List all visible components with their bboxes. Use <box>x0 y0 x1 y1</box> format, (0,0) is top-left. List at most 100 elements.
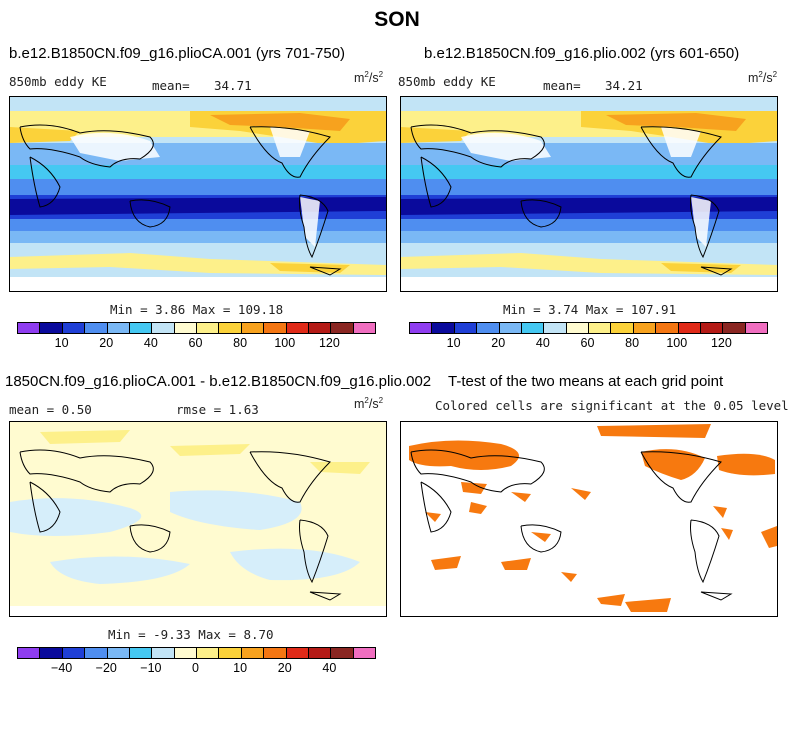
panel3-minmax: Min = -9.33 Max = 8.70 <box>108 627 274 642</box>
panel2-map <box>400 96 778 292</box>
colorbar-tick-label: 20 <box>99 336 114 350</box>
colorbar-tick-label: −40 <box>51 661 73 675</box>
figure-title: SON <box>374 8 420 31</box>
colorbar-swatch <box>152 648 175 658</box>
panel1-variable-label: 850mb eddy KE <box>9 74 107 89</box>
colorbar-swatch <box>241 648 265 658</box>
colorbar-tick-label: −10 <box>140 661 162 675</box>
colorbar-swatch <box>745 323 767 333</box>
panel3-units: m2/s2 <box>354 396 384 412</box>
panel2-mean-label: mean= <box>543 78 581 93</box>
colorbar-swatch <box>40 323 63 333</box>
colorbar-swatch <box>18 323 41 333</box>
panel4-subtitle: Colored cells are significant at the 0.0… <box>435 398 789 413</box>
colorbar-swatch <box>589 323 612 333</box>
colorbar-swatch <box>62 648 86 658</box>
panel2-map-field <box>401 97 777 291</box>
colorbar-swatch <box>264 323 287 333</box>
panel1-mean-label: mean= <box>152 78 190 93</box>
panel2-mean-value: 34.21 <box>605 78 643 93</box>
colorbar-tick-label: 100 <box>274 336 296 350</box>
colorbar-swatch <box>264 648 287 658</box>
colorbar-swatch <box>286 323 309 333</box>
panel1-colorbar <box>17 322 376 334</box>
panel3-map <box>9 421 387 617</box>
colorbar-swatch <box>219 648 242 658</box>
colorbar-swatch <box>353 323 375 333</box>
panel3-colorbar <box>17 647 376 659</box>
colorbar-tick-label: 10 <box>446 336 461 350</box>
panel4-map-field <box>401 422 777 616</box>
colorbar-swatch <box>85 323 108 333</box>
colorbar-swatch <box>331 648 354 658</box>
colorbar-swatch <box>477 323 500 333</box>
colorbar-swatch <box>174 648 197 658</box>
colorbar-swatch <box>633 323 657 333</box>
panel2-minmax: Min = 3.74 Max = 107.91 <box>503 302 677 317</box>
panel4-title: T-test of the two means at each grid poi… <box>448 373 724 390</box>
colorbar-tick-label: 40 <box>535 336 550 350</box>
colorbar-swatch <box>241 323 265 333</box>
panel1-map <box>9 96 387 292</box>
colorbar-tick-label: 100 <box>666 336 688 350</box>
colorbar-swatch <box>499 323 522 333</box>
colorbar-swatch <box>62 323 86 333</box>
colorbar-swatch <box>85 648 108 658</box>
panel3-title: 1850CN.f09_g16.plioCA.001 - b.e12.B1850C… <box>5 373 432 390</box>
colorbar-tick-label: 60 <box>188 336 203 350</box>
panel1-map-field <box>10 97 386 291</box>
colorbar-tick-label: 40 <box>143 336 158 350</box>
panel4-map <box>400 421 778 617</box>
colorbar-tick-label: 120 <box>318 336 340 350</box>
colorbar-swatch <box>566 323 589 333</box>
colorbar-swatch <box>723 323 746 333</box>
colorbar-swatch <box>308 323 332 333</box>
panel3-rmse: rmse = 1.63 <box>176 402 259 417</box>
panel1-title: b.e12.B1850CN.f09_g16.plioCA.001 (yrs 70… <box>9 45 346 62</box>
colorbar-swatch <box>454 323 478 333</box>
colorbar-swatch <box>152 323 175 333</box>
colorbar-swatch <box>129 648 153 658</box>
colorbar-tick-label: −20 <box>95 661 117 675</box>
colorbar-swatch <box>219 323 242 333</box>
panel3-mean: mean = 0.50 <box>9 402 92 417</box>
colorbar-tick-label: 80 <box>625 336 640 350</box>
colorbar-swatch <box>308 648 332 658</box>
colorbar-swatch <box>656 323 679 333</box>
colorbar-swatch <box>521 323 545 333</box>
colorbar-tick-label: 120 <box>710 336 732 350</box>
colorbar-tick-label: 60 <box>580 336 595 350</box>
colorbar-tick-label: 10 <box>54 336 69 350</box>
colorbar-swatch <box>700 323 724 333</box>
colorbar-swatch <box>197 648 220 658</box>
colorbar-swatch <box>18 648 41 658</box>
colorbar-swatch <box>432 323 455 333</box>
panel1-units: m2/s2 <box>354 70 384 86</box>
panel2-variable-label: 850mb eddy KE <box>398 74 496 89</box>
panel1-mean-value: 34.71 <box>214 78 252 93</box>
colorbar-tick-label: 0 <box>192 661 199 675</box>
colorbar-swatch <box>331 323 354 333</box>
colorbar-swatch <box>544 323 567 333</box>
colorbar-tick-label: 80 <box>233 336 248 350</box>
colorbar-swatch <box>129 323 153 333</box>
panel1-minmax: Min = 3.86 Max = 109.18 <box>110 302 284 317</box>
panel2-colorbar <box>409 322 768 334</box>
colorbar-swatch <box>107 323 130 333</box>
colorbar-swatch <box>40 648 63 658</box>
panel3-map-field <box>10 422 386 616</box>
panel2-units: m2/s2 <box>748 70 778 86</box>
colorbar-tick-label: 20 <box>491 336 506 350</box>
colorbar-swatch <box>410 323 433 333</box>
colorbar-swatch <box>353 648 375 658</box>
colorbar-swatch <box>678 323 701 333</box>
colorbar-tick-label: 20 <box>277 661 292 675</box>
panel2-title: b.e12.B1850CN.f09_g16.plio.002 (yrs 601-… <box>424 45 740 62</box>
colorbar-swatch <box>197 323 220 333</box>
colorbar-swatch <box>611 323 634 333</box>
colorbar-swatch <box>107 648 130 658</box>
colorbar-swatch <box>286 648 309 658</box>
colorbar-swatch <box>174 323 197 333</box>
colorbar-tick-label: 40 <box>322 661 337 675</box>
colorbar-tick-label: 10 <box>233 661 248 675</box>
